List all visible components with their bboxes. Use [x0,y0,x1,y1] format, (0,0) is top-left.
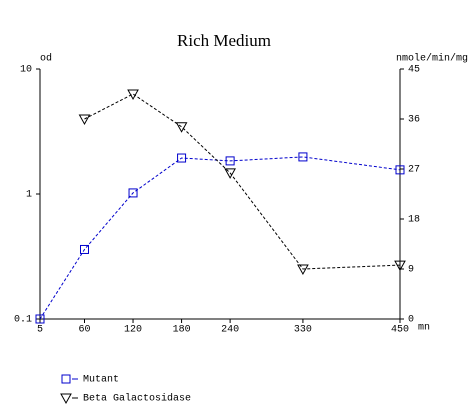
x-tick-label: 120 [124,325,142,336]
y2-tick-label: 0 [408,315,414,326]
series-line [84,93,401,270]
y-tick-label: 10 [20,65,32,76]
y2-tick-label: 18 [408,215,420,226]
marker [177,153,187,163]
marker [298,152,308,162]
legend-marker [60,393,72,405]
y-tick-label: 0.1 [14,315,32,326]
marker [175,122,188,133]
y2-axis-label: nmole/min/mg [396,53,468,65]
marker [394,260,406,272]
marker [35,314,45,324]
x-tick-label: 180 [173,325,191,336]
marker [78,114,91,126]
legend-label: Mutant [83,375,119,386]
x-axis-label: mn [418,323,430,334]
x-tick-label: 240 [221,325,239,336]
chart-title: Rich Medium [177,31,271,50]
y2-tick-label: 9 [408,265,414,276]
marker [297,264,309,276]
y2-tick-label: 45 [408,65,420,76]
marker [225,156,235,166]
y-axis-label: od [40,53,52,65]
series-line [39,156,401,320]
marker [224,168,236,179]
y-tick-label: 1 [26,190,32,201]
marker [127,89,139,101]
x-tick-label: 5 [37,325,43,336]
y2-tick-label: 36 [408,115,420,126]
marker [395,165,405,175]
legend-label: Beta Galactosidase [83,393,191,405]
marker [79,244,89,254]
y2-tick-label: 27 [408,165,420,176]
legend-marker [61,374,71,384]
x-tick-label: 450 [391,325,409,336]
marker [128,188,138,198]
x-tick-label: 60 [78,325,90,336]
x-tick-label: 330 [294,325,312,336]
